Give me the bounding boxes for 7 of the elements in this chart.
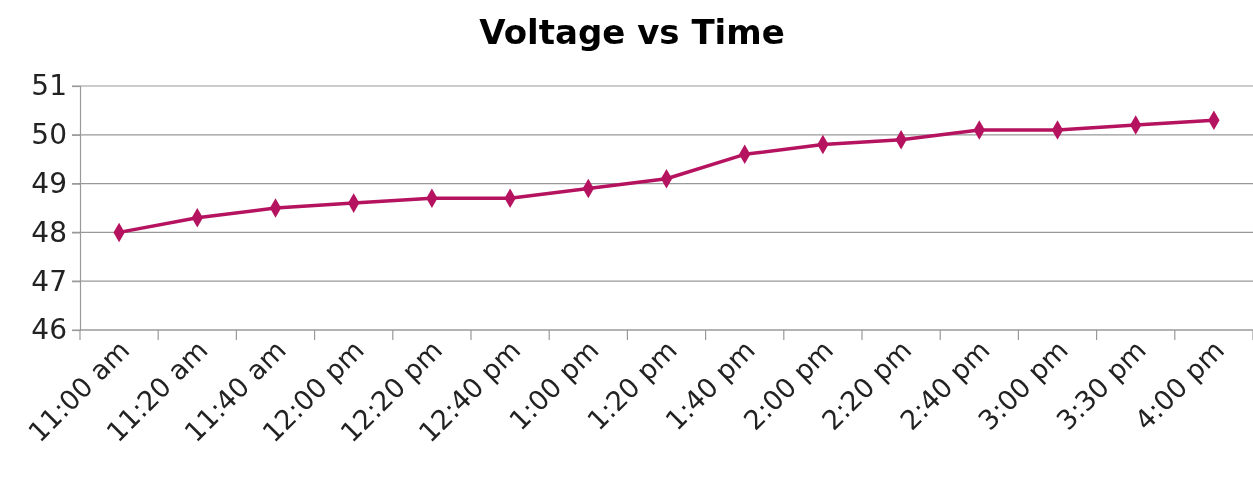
y-tick-label: 46	[31, 313, 67, 347]
y-tick-label: 50	[31, 118, 67, 152]
y-tick-label: 48	[31, 215, 67, 249]
y-tick-label: 47	[31, 264, 67, 298]
y-tick-label: 49	[31, 167, 67, 201]
chart-title: Voltage vs Time	[479, 12, 785, 52]
y-tick-label: 51	[31, 69, 67, 103]
